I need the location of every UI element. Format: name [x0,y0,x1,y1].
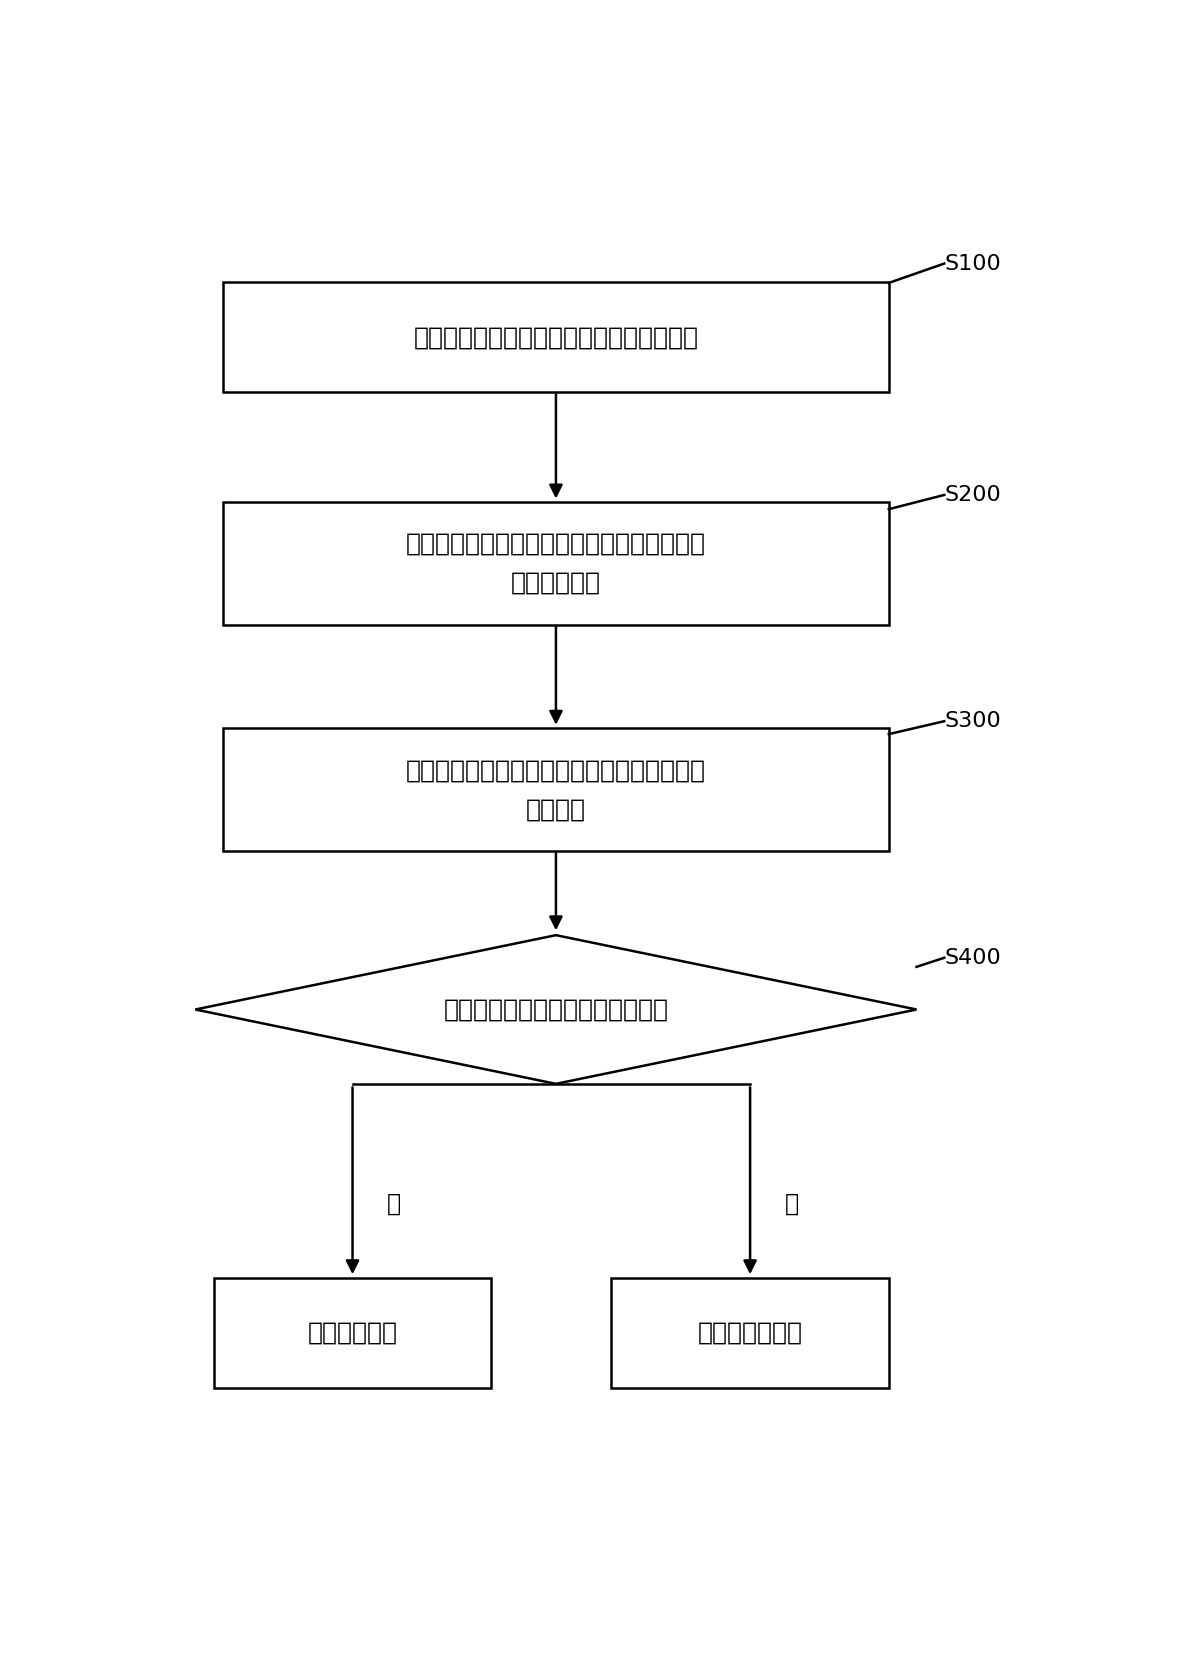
Text: 根据输出电流与转速，通过电流模型计算得到
第二磁链: 根据输出电流与转速，通过电流模型计算得到 第二磁链 [406,759,706,821]
Bar [223,282,889,393]
Text: S400: S400 [945,947,1001,967]
Text: S200: S200 [945,485,1001,505]
Bar [214,1278,492,1387]
Polygon shape [196,935,916,1085]
Text: 否: 否 [387,1192,401,1216]
Text: 电机发生断线: 电机发生断线 [308,1321,397,1345]
Text: S100: S100 [945,254,1001,274]
Bar [223,729,889,851]
Text: 判断第一磁链与第二磁链是否一致: 判断第一磁链与第二磁链是否一致 [444,997,668,1021]
Text: S300: S300 [945,712,1001,730]
Bar [223,502,889,625]
Text: 电机未发生断线: 电机未发生断线 [698,1321,803,1345]
Text: 获取变流器的输出电压、输出电流以及转速: 获取变流器的输出电压、输出电流以及转速 [414,326,698,349]
Bar [612,1278,889,1387]
Text: 是: 是 [785,1192,799,1216]
Text: 根据输出电压与输出电流，通过电压模型计算
得到第一磁链: 根据输出电压与输出电流，通过电压模型计算 得到第一磁链 [406,532,706,594]
